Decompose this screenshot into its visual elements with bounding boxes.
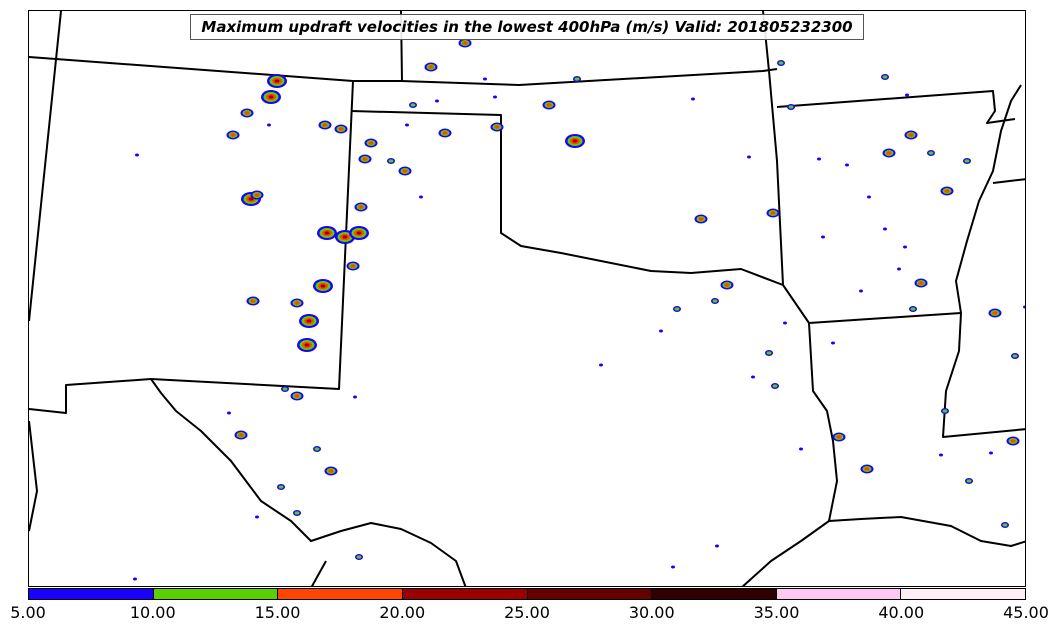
colorbar-tick-label: 20.00	[379, 603, 426, 622]
state-boundaries	[29, 11, 1025, 586]
map-title: Maximum updraft velocities in the lowest…	[190, 14, 864, 40]
colorbar-segment	[402, 589, 528, 599]
colorbar-tick-label: 5.00	[10, 603, 46, 622]
colorbar-segment	[776, 589, 902, 599]
colorbar-tick-label: 15.00	[254, 603, 301, 622]
colorbar-segment	[29, 589, 154, 599]
colorbar-segment	[278, 589, 403, 599]
colorbar-tick-label: 30.00	[628, 603, 675, 622]
colorbar	[28, 588, 1026, 600]
map-panel	[28, 10, 1026, 587]
colorbar-tick-label: 25.00	[504, 603, 550, 622]
colorbar-segment	[527, 589, 653, 599]
colorbar-tick-label: 35.00	[753, 603, 800, 622]
colorbar-segment	[652, 589, 777, 599]
colorbar-tick-label: 40.00	[878, 603, 925, 622]
map-canvas	[29, 11, 1025, 586]
colorbar-tick-label: 45.00	[1003, 603, 1049, 622]
colorbar-labels: 5.00 10.00 15.00 20.00 25.00 30.00 35.00 40.00 4…	[0, 600, 1060, 630]
colorbar-segment	[901, 589, 1025, 599]
colorbar-tick-label: 10.00	[129, 603, 176, 622]
colorbar-segment	[153, 589, 279, 599]
updraft-cells	[133, 38, 1025, 581]
